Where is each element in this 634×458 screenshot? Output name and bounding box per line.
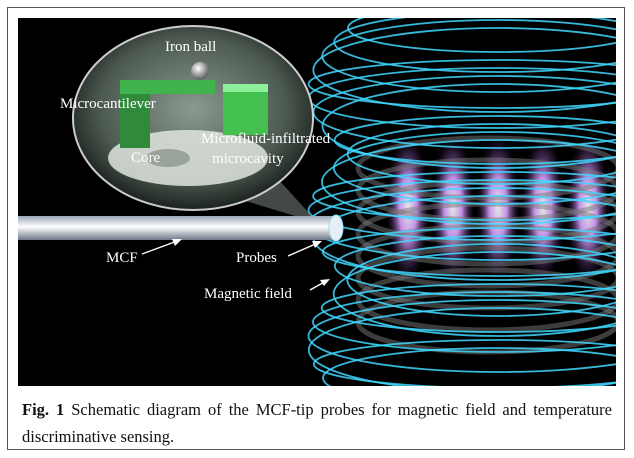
fiber: [18, 216, 336, 240]
illustration: Iron ball Microcantilever Core Microflui…: [18, 18, 616, 386]
label-mcf: MCF: [106, 250, 138, 266]
cantilever-beam: [120, 80, 215, 94]
caption: Fig. 1 Schematic diagram of the MCF-tip …: [22, 396, 612, 450]
label-microcantilever: Microcantilever: [60, 96, 156, 112]
caption-text: Schematic diagram of the MCF-tip probes …: [22, 400, 612, 446]
microcavity-top: [223, 84, 268, 92]
caption-label: Fig. 1: [22, 400, 64, 419]
figure-page: Iron ball Microcantilever Core Microflui…: [0, 0, 634, 458]
microcavity: [223, 90, 268, 135]
label-microcavity: microcavity: [212, 151, 284, 167]
label-microcavity: Microfluid-infiltrated: [201, 131, 331, 147]
fiber-tip: [329, 215, 343, 241]
iron-ball: [191, 62, 209, 80]
label-iron-ball: Iron ball: [165, 39, 216, 55]
label-core: Core: [131, 150, 161, 166]
label-magnetic-field: Magnetic field: [204, 286, 292, 302]
label-probes: Probes: [236, 250, 277, 266]
